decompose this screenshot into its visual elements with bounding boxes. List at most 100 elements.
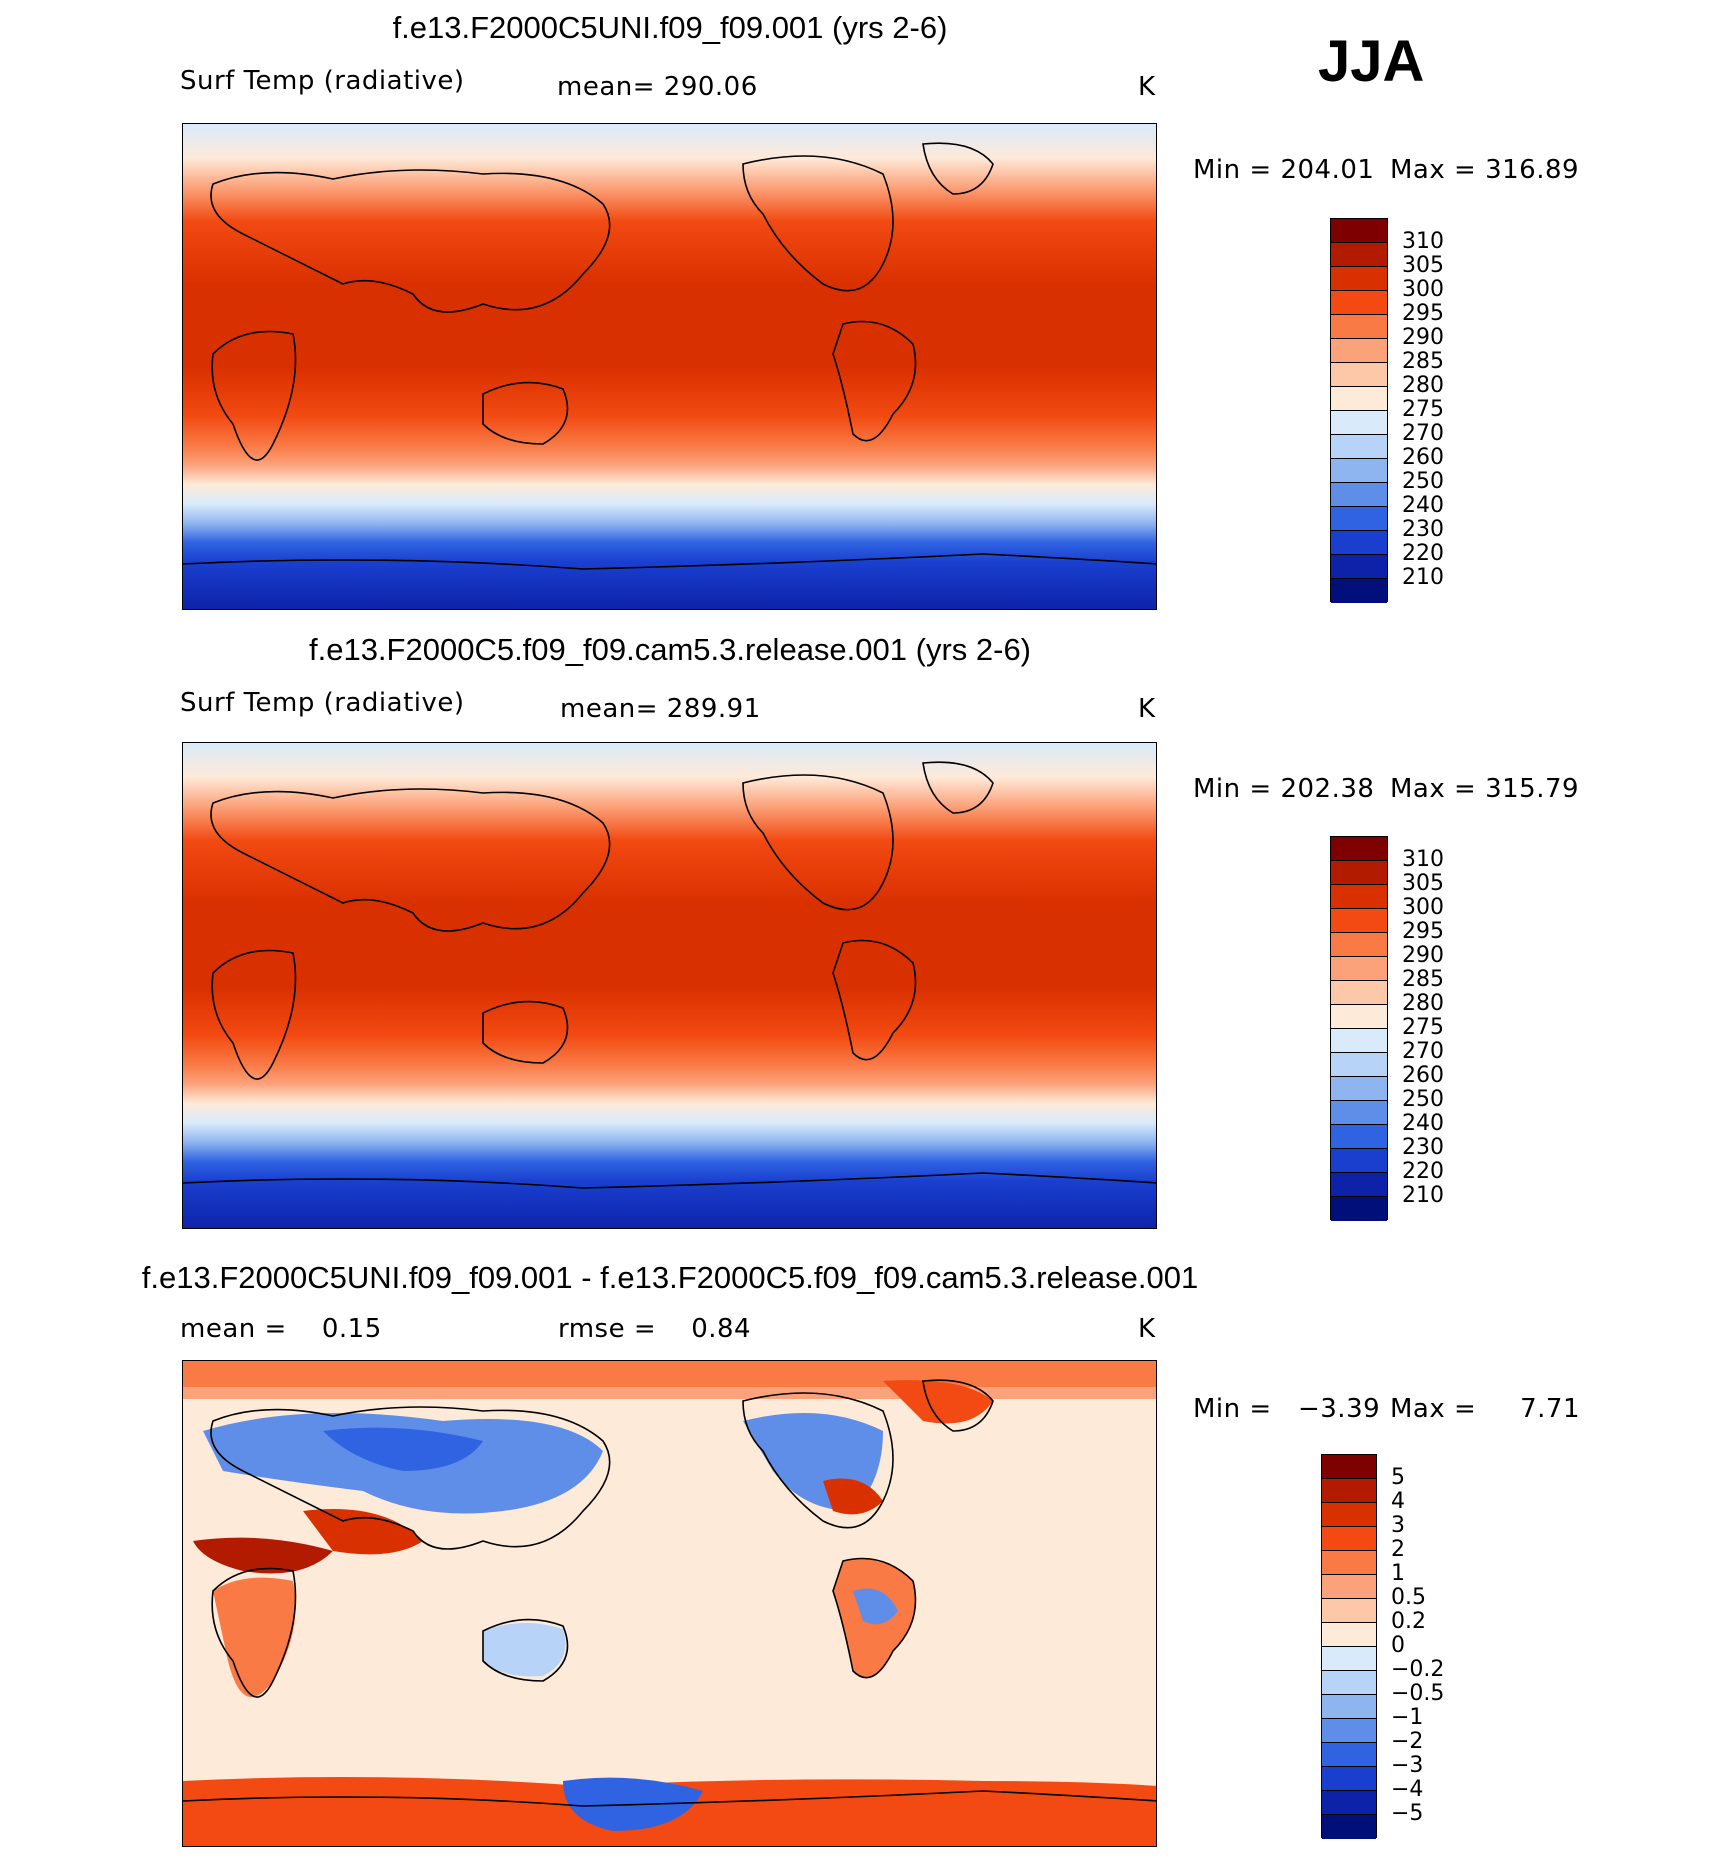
colorbar-swatch xyxy=(1322,1455,1376,1479)
colorbar-swatch xyxy=(1331,981,1387,1005)
colorbar-tick-label: −5 xyxy=(1391,1801,1424,1826)
panel-3-rmse-label: rmse = 0.84 xyxy=(558,1314,752,1344)
colorbar-tick-label: 4 xyxy=(1391,1489,1405,1514)
colorbar-tick-label: 230 xyxy=(1402,517,1444,542)
panel-3-colorbar-segments xyxy=(1321,1454,1377,1839)
colorbar-swatch xyxy=(1331,219,1387,243)
colorbar-tick-label: −4 xyxy=(1391,1777,1424,1802)
colorbar-swatch xyxy=(1322,1671,1376,1695)
colorbar-tick-label: 290 xyxy=(1402,943,1444,968)
colorbar-swatch xyxy=(1331,579,1387,603)
colorbar-swatch xyxy=(1322,1551,1376,1575)
colorbar-swatch xyxy=(1331,1125,1387,1149)
colorbar-tick-label: 275 xyxy=(1402,1015,1444,1040)
colorbar-tick-label: 220 xyxy=(1402,541,1444,566)
panel-2-coastlines xyxy=(183,761,1156,1189)
panel-1-temperature-map xyxy=(182,123,1157,610)
colorbar-tick-label: 285 xyxy=(1402,967,1444,992)
colorbar-tick-label: −0.5 xyxy=(1391,1681,1445,1706)
colorbar-swatch xyxy=(1331,1197,1387,1221)
panel-1-min-label: Min = 204.01 xyxy=(1193,155,1375,185)
colorbar-swatch xyxy=(1331,909,1387,933)
colorbar-tick-label: 280 xyxy=(1402,991,1444,1016)
colorbar-swatch xyxy=(1331,1077,1387,1101)
colorbar-swatch xyxy=(1331,1173,1387,1197)
colorbar-swatch xyxy=(1322,1695,1376,1719)
colorbar-swatch xyxy=(1322,1575,1376,1599)
colorbar-swatch xyxy=(1331,291,1387,315)
panel-2-min-label: Min = 202.38 xyxy=(1193,774,1375,804)
colorbar-tick-label: 0 xyxy=(1391,1633,1405,1658)
colorbar-tick-label: 5 xyxy=(1391,1465,1405,1490)
colorbar-tick-label: 250 xyxy=(1402,1087,1444,1112)
panel-2-colorbar-segments xyxy=(1330,836,1388,1221)
colorbar-tick-label: 240 xyxy=(1402,1111,1444,1136)
colorbar-swatch xyxy=(1322,1719,1376,1743)
colorbar-swatch xyxy=(1322,1599,1376,1623)
colorbar-tick-label: −3 xyxy=(1391,1753,1424,1778)
panel-1-variable-label: Surf Temp (radiative) xyxy=(180,66,465,96)
panel-3-difference-map xyxy=(182,1360,1157,1847)
panel-2-title: f.e13.F2000C5.f09_f09.cam5.3.release.001… xyxy=(308,632,1032,667)
panel-2-variable-label: Surf Temp (radiative) xyxy=(180,688,465,718)
panel-3-coastlines xyxy=(183,1379,1156,1807)
colorbar-swatch xyxy=(1331,363,1387,387)
colorbar-tick-label: 290 xyxy=(1402,325,1444,350)
colorbar-swatch xyxy=(1322,1647,1376,1671)
colorbar-swatch xyxy=(1331,1149,1387,1173)
colorbar-tick-label: 305 xyxy=(1402,871,1444,896)
colorbar-tick-label: 230 xyxy=(1402,1135,1444,1160)
colorbar-tick-label: 305 xyxy=(1402,253,1444,278)
colorbar-swatch xyxy=(1331,339,1387,363)
panel-3-title: f.e13.F2000C5UNI.f09_f09.001 - f.e13.F20… xyxy=(141,1260,1199,1295)
colorbar-swatch xyxy=(1331,1029,1387,1053)
panel-2-mean-label: mean= 289.91 xyxy=(560,694,761,724)
colorbar-tick-label: 240 xyxy=(1402,493,1444,518)
colorbar-swatch xyxy=(1331,531,1387,555)
colorbar-swatch xyxy=(1331,483,1387,507)
colorbar-swatch xyxy=(1331,1101,1387,1125)
colorbar-swatch xyxy=(1331,315,1387,339)
colorbar-tick-label: 295 xyxy=(1402,919,1444,944)
colorbar-tick-label: 285 xyxy=(1402,349,1444,374)
colorbar-tick-label: 280 xyxy=(1402,373,1444,398)
panel-3-max-label: Max = 7.71 xyxy=(1390,1394,1581,1424)
panel-1-mean-label: mean= 290.06 xyxy=(557,72,758,102)
colorbar-swatch xyxy=(1331,837,1387,861)
colorbar-swatch xyxy=(1331,387,1387,411)
colorbar-swatch xyxy=(1331,243,1387,267)
colorbar-swatch xyxy=(1322,1767,1376,1791)
season-label: JJA xyxy=(1318,29,1425,94)
colorbar-tick-label: −2 xyxy=(1391,1729,1424,1754)
panel-1-colorbar-segments xyxy=(1330,218,1388,603)
colorbar-swatch xyxy=(1331,555,1387,579)
colorbar-swatch xyxy=(1322,1479,1376,1503)
panel-1-units-label: K xyxy=(1138,72,1156,102)
colorbar-swatch xyxy=(1331,459,1387,483)
colorbar-tick-label: 220 xyxy=(1402,1159,1444,1184)
colorbar-swatch xyxy=(1331,933,1387,957)
colorbar-swatch xyxy=(1331,885,1387,909)
colorbar-tick-label: 310 xyxy=(1402,847,1444,872)
colorbar-swatch xyxy=(1322,1527,1376,1551)
colorbar-swatch xyxy=(1322,1815,1376,1839)
colorbar-tick-label: 210 xyxy=(1402,1183,1444,1208)
colorbar-swatch xyxy=(1331,507,1387,531)
colorbar-tick-label: −0.2 xyxy=(1391,1657,1445,1682)
panel-1-title: f.e13.F2000C5UNI.f09_f09.001 (yrs 2-6) xyxy=(392,10,948,45)
panel-1-coastlines xyxy=(183,142,1156,570)
colorbar-tick-label: 210 xyxy=(1402,565,1444,590)
colorbar-swatch xyxy=(1331,957,1387,981)
colorbar-tick-label: −1 xyxy=(1391,1705,1424,1730)
panel-1-max-label: Max = 316.89 xyxy=(1390,155,1580,185)
colorbar-swatch xyxy=(1331,435,1387,459)
colorbar-tick-label: 295 xyxy=(1402,301,1444,326)
colorbar-tick-label: 0.2 xyxy=(1391,1609,1426,1634)
colorbar-tick-label: 0.5 xyxy=(1391,1585,1426,1610)
colorbar-tick-label: 275 xyxy=(1402,397,1444,422)
panel-2-max-label: Max = 315.79 xyxy=(1390,774,1580,804)
colorbar-tick-label: 310 xyxy=(1402,229,1444,254)
colorbar-tick-label: 300 xyxy=(1402,895,1444,920)
colorbar-tick-label: 3 xyxy=(1391,1513,1405,1538)
colorbar-tick-label: 300 xyxy=(1402,277,1444,302)
